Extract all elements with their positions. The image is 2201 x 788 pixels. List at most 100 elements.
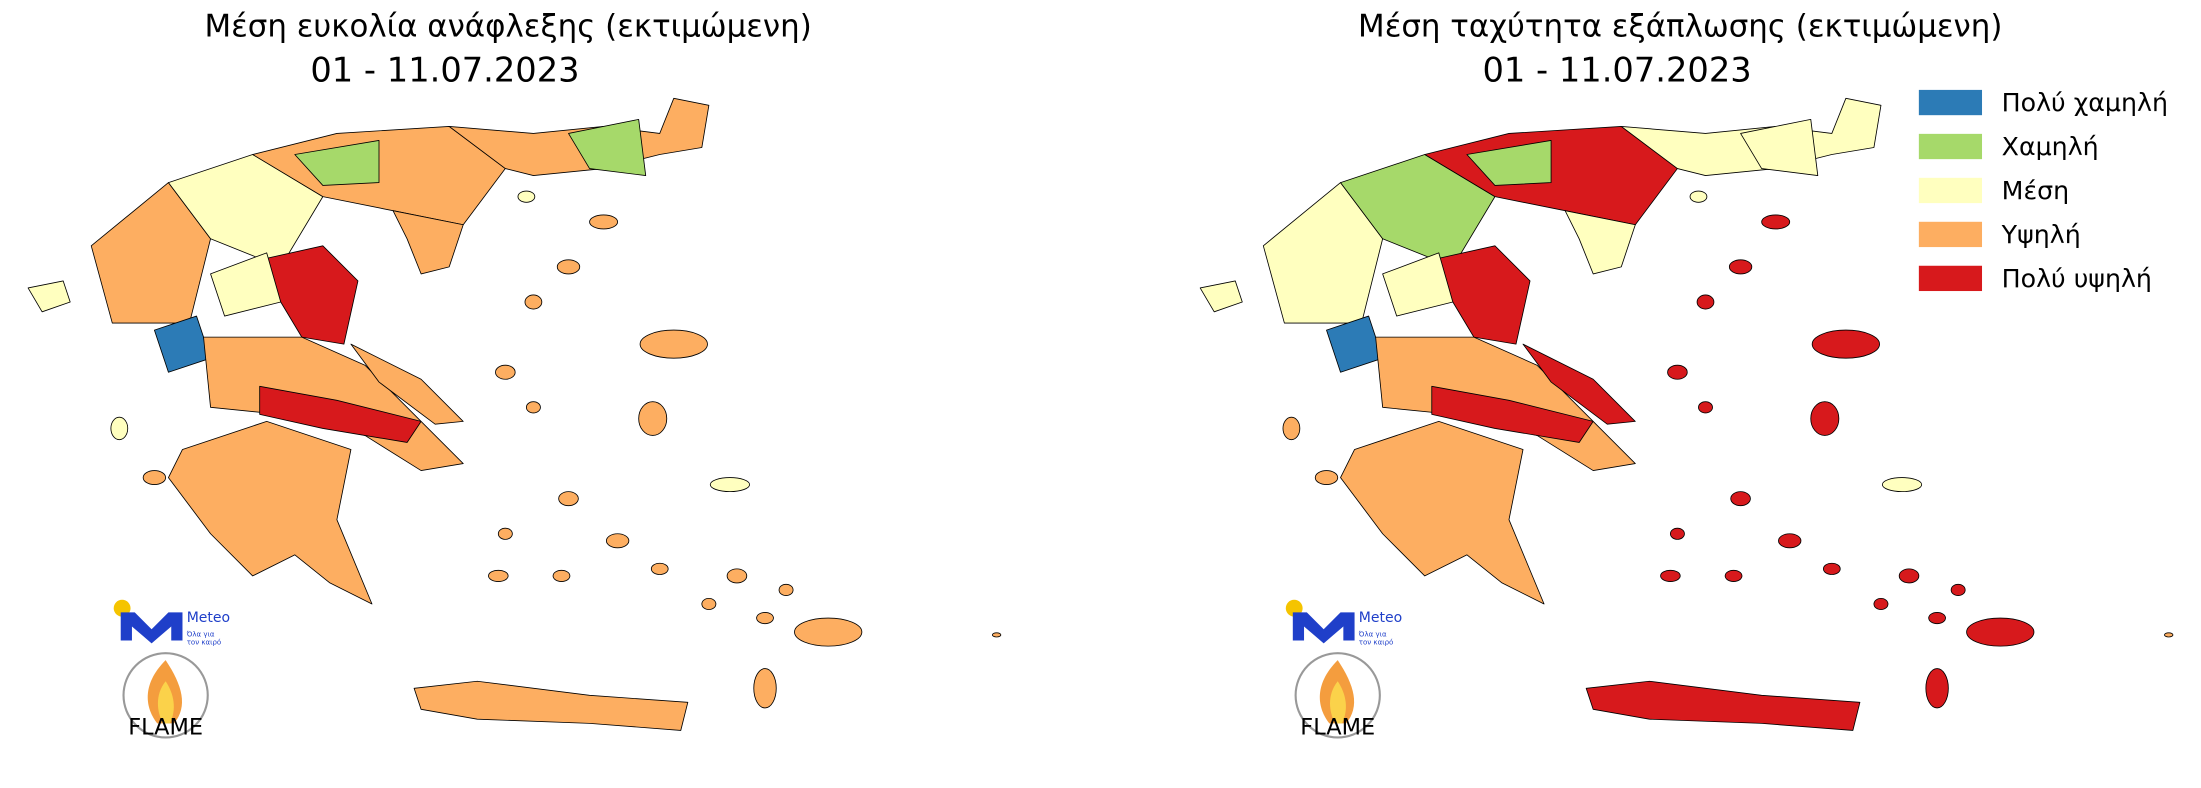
island — [495, 364, 516, 380]
map-date: 01 - 11.07.2023 — [310, 50, 579, 89]
island — [639, 329, 708, 359]
map: Μέση ταχύτητα εξάπλωσης (εκτιμώμενη) 01 -… — [1199, 9, 2174, 741]
island — [991, 632, 1002, 638]
logo-sun — [113, 599, 131, 617]
island — [552, 569, 571, 582]
island — [1698, 401, 1713, 414]
logo-slogan: Όλα για — [1358, 629, 1387, 638]
island — [488, 569, 509, 582]
island — [753, 668, 777, 709]
island — [1810, 401, 1840, 436]
map-date: 01 - 11.07.2023 — [1482, 50, 1751, 89]
region — [1431, 385, 1594, 443]
island — [1730, 491, 1751, 507]
region — [1522, 343, 1636, 425]
legend-label: Χαμηλή — [2002, 132, 2099, 161]
region — [1740, 118, 1819, 177]
island — [709, 477, 750, 493]
legend-swatch — [1918, 89, 1983, 116]
map-title: Μέση ευκολία ανάφλεξης (εκτιμώμενη) — [205, 9, 812, 45]
island — [497, 527, 513, 540]
region — [568, 118, 647, 177]
region — [1585, 680, 1861, 731]
region — [1466, 140, 1552, 186]
island — [1881, 477, 1923, 493]
legend-label: Πολύ χαμηλή — [2002, 88, 2168, 117]
island — [1873, 597, 1889, 611]
map: Μέση ευκολία ανάφλεξης (εκτιμώμενη) 01 - … — [27, 9, 1002, 741]
region — [1564, 210, 1636, 275]
region — [294, 140, 380, 186]
logo-m — [1292, 612, 1355, 644]
logo-flame: FLAME — [1300, 715, 1375, 741]
logo-meteo: Meteo — [1359, 610, 1402, 626]
logo-flame: FLAME — [128, 715, 203, 741]
legend-label: Υψηλή — [2001, 220, 2081, 249]
island — [1282, 416, 1301, 441]
region — [27, 280, 71, 313]
logo-meteo: Meteo — [187, 610, 230, 626]
logo-slogan: τον καιρό — [1359, 638, 1394, 647]
island — [778, 583, 794, 596]
region — [1382, 252, 1454, 317]
island — [524, 294, 543, 310]
legend-label: Μέση — [2002, 176, 2069, 205]
map-title: Μέση ταχύτητα εξάπλωσης (εκτιμώμενη) — [1358, 9, 2002, 45]
flame-ring — [1294, 652, 1381, 739]
island — [517, 190, 536, 203]
island — [1728, 259, 1753, 275]
region — [168, 420, 373, 605]
island — [1928, 611, 1946, 625]
region — [1262, 182, 1384, 324]
flame-ring — [122, 652, 209, 739]
region — [1340, 154, 1496, 268]
island — [638, 401, 668, 436]
island — [1811, 329, 1880, 359]
island — [1724, 569, 1743, 582]
island — [1669, 527, 1685, 540]
island — [701, 597, 717, 611]
island — [2164, 632, 2174, 638]
logo-m — [120, 612, 183, 644]
island — [605, 533, 630, 549]
island — [110, 416, 129, 441]
island — [1778, 533, 1802, 549]
logo-slogan: τον καιρό — [187, 638, 222, 647]
island — [142, 470, 167, 486]
region — [350, 343, 464, 425]
island — [1898, 568, 1920, 584]
island — [1696, 294, 1715, 310]
island — [650, 562, 669, 575]
region — [1340, 420, 1545, 605]
island — [794, 617, 863, 647]
logo-slogan: Όλα για — [186, 629, 215, 638]
region — [168, 154, 324, 268]
island — [1314, 470, 1339, 486]
flame-core — [1330, 681, 1346, 724]
island — [1822, 562, 1841, 575]
logo-sun — [1285, 599, 1303, 617]
island — [556, 259, 581, 275]
island — [1660, 569, 1681, 582]
legend-swatch — [1918, 265, 1983, 292]
region — [90, 182, 211, 324]
island — [1689, 190, 1708, 203]
region — [392, 210, 464, 275]
island — [525, 401, 541, 414]
island — [589, 214, 619, 230]
island — [1667, 364, 1688, 380]
island — [1925, 668, 1949, 709]
legend-swatch — [1918, 133, 1983, 160]
island — [1966, 617, 2035, 647]
flame-core — [157, 681, 174, 724]
island — [1950, 583, 1966, 596]
region — [259, 385, 422, 443]
region — [1199, 280, 1243, 313]
island — [558, 491, 579, 507]
island — [756, 611, 774, 625]
island — [726, 568, 748, 584]
legend-label: Πολύ υψηλή — [2002, 264, 2152, 293]
island — [1761, 214, 1791, 230]
legend-swatch — [1918, 221, 1983, 248]
